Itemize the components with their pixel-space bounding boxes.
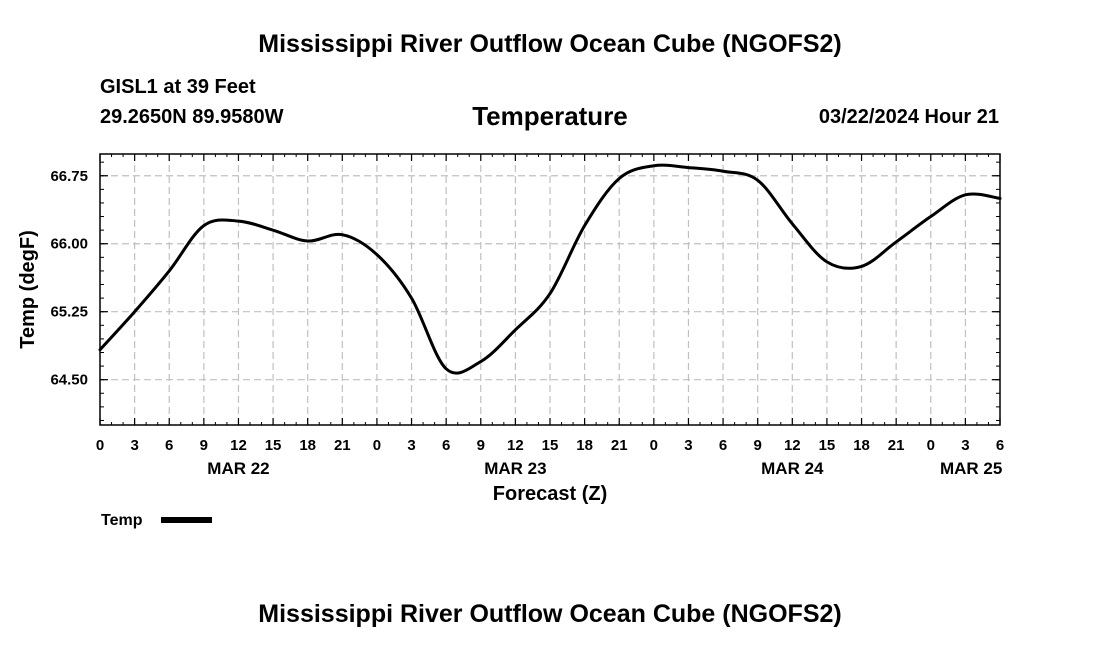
x-tick-label: 18	[299, 437, 316, 454]
x-tick-label: 3	[130, 437, 138, 454]
forecast-datetime: 03/22/2024 Hour 21	[818, 106, 999, 128]
y-axis-label: Temp (degF)	[17, 230, 39, 349]
x-day-label: MAR 23	[484, 459, 546, 478]
x-tick-label: 3	[684, 437, 692, 454]
x-tick-label: 9	[754, 437, 762, 454]
footer-title: Mississippi River Outflow Ocean Cube (NG…	[258, 600, 842, 628]
plot-frame	[99, 153, 1001, 426]
x-day-label: MAR 24	[761, 459, 824, 478]
x-tick-label: 6	[165, 437, 173, 454]
x-axis-label: Forecast (Z)	[493, 483, 607, 505]
x-tick-label: 12	[230, 437, 247, 454]
y-tick-label: 66.00	[50, 236, 88, 253]
x-tick-label: 6	[996, 437, 1004, 454]
x-tick-label: 15	[819, 437, 836, 454]
legend: Temp	[101, 512, 212, 529]
x-tick-label: 9	[200, 437, 208, 454]
x-tick-label: 15	[542, 437, 559, 454]
series-line-temp	[98, 163, 1002, 375]
x-day-label: MAR 22	[207, 459, 269, 478]
x-day-label: MAR 25	[940, 459, 1002, 478]
y-tick-label: 65.25	[50, 304, 88, 321]
x-tick-label: 18	[576, 437, 593, 454]
x-tick-label: 9	[477, 437, 485, 454]
x-tick-label: 21	[888, 437, 905, 454]
page-title: Mississippi River Outflow Ocean Cube (NG…	[258, 30, 842, 58]
chart-title: Temperature	[472, 101, 628, 131]
legend-label-temp: Temp	[101, 512, 143, 529]
x-tick-label: 18	[853, 437, 870, 454]
station-coordinates: 29.2650N 89.9580W	[100, 106, 284, 128]
x-tick-label: 15	[265, 437, 282, 454]
x-tick-label: 0	[96, 437, 104, 454]
x-tick-label: 21	[611, 437, 628, 454]
temperature-chart: 0 3 6 9 12 15 18 21 0 3 6 9 12 15 18 21 0 3 6 9 12 15 18 21 0 3 6 M…	[17, 153, 1004, 529]
x-tick-label: 0	[650, 437, 658, 454]
y-tick-label: 66.75	[50, 168, 88, 185]
x-tick-label: 12	[507, 437, 524, 454]
x-tick-label: 6	[719, 437, 727, 454]
x-tick-label: 0	[927, 437, 935, 454]
x-tick-label: 21	[334, 437, 351, 454]
x-tick-label: 3	[407, 437, 415, 454]
x-tick-label: 6	[442, 437, 450, 454]
y-tick-label: 64.50	[50, 372, 88, 389]
x-tick-label: 3	[961, 437, 969, 454]
x-tick-label: 0	[373, 437, 381, 454]
x-tick-label: 12	[784, 437, 801, 454]
station-label: GISL1 at 39 Feet	[100, 76, 256, 98]
